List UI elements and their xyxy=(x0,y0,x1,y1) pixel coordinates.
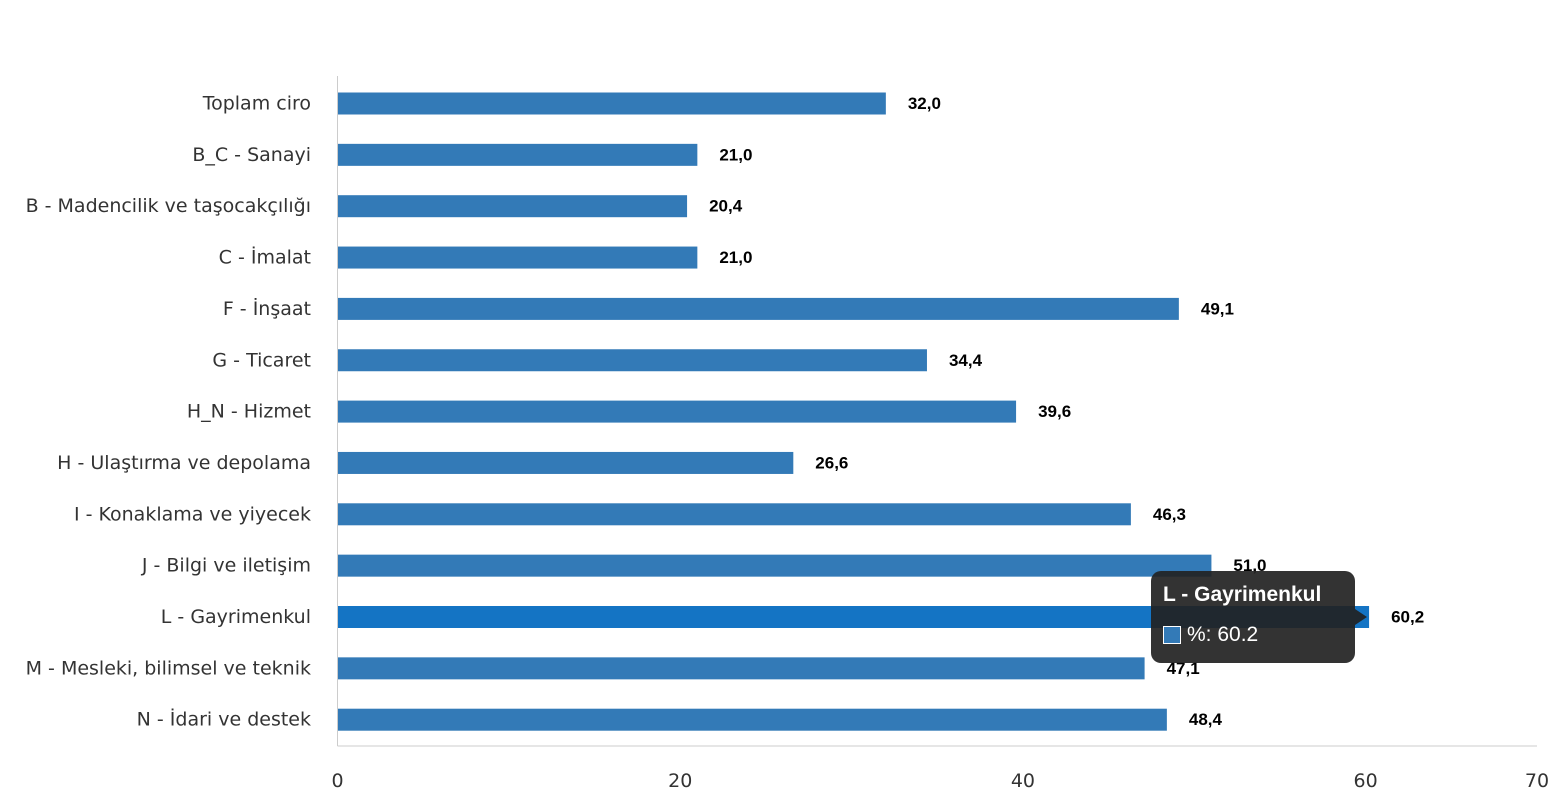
data-label: 32,0 xyxy=(908,94,941,113)
category-label: I - Konaklama ve yiyecek xyxy=(74,503,311,525)
bar xyxy=(337,657,1145,680)
tooltip-row: %: 60.2 xyxy=(1163,623,1343,647)
data-label: 46,3 xyxy=(1153,505,1186,524)
category-label: B - Madencilik ve taşocakçılığı xyxy=(26,195,311,217)
x-tick-label: 40 xyxy=(1011,770,1035,792)
data-label: 49,1 xyxy=(1201,299,1234,318)
x-tick-label: 0 xyxy=(331,770,343,792)
category-label: M - Mesleki, bilimsel ve teknik xyxy=(26,657,311,679)
data-label: 21,0 xyxy=(719,248,752,267)
x-tick-label: 60 xyxy=(1354,770,1378,792)
data-label: 60,2 xyxy=(1391,608,1424,627)
tooltip-title: L - Gayrimenkul xyxy=(1163,583,1322,606)
labels-layer: Toplam ciro 32,0 B_C - Sanayi 21,0 B - Maden… xyxy=(26,93,1425,731)
bar xyxy=(337,554,1212,577)
category-label: N - İdari ve destek xyxy=(137,708,311,731)
bar xyxy=(337,708,1167,731)
bar xyxy=(337,606,1370,628)
category-label: Toplam ciro xyxy=(202,93,311,115)
data-label: 48,4 xyxy=(1189,710,1223,729)
data-label: 21,0 xyxy=(719,145,752,164)
category-label: J - Bilgi ve iletişim xyxy=(141,555,311,577)
x-tick-label: 70 xyxy=(1525,770,1549,792)
data-label: 51,0 xyxy=(1233,556,1266,575)
bar xyxy=(337,451,794,474)
category-label: C - İmalat xyxy=(219,246,311,269)
x-tick-label: 20 xyxy=(668,770,692,792)
data-label: 34,4 xyxy=(949,351,983,370)
bars-layer xyxy=(337,92,1370,731)
tooltip-arrow xyxy=(1355,609,1367,625)
bar xyxy=(337,246,698,269)
data-label: 26,6 xyxy=(815,453,848,472)
tooltip-swatch xyxy=(1163,626,1181,644)
bar xyxy=(337,400,1017,423)
bar xyxy=(337,503,1131,526)
category-label: L - Gayrimenkul xyxy=(161,606,311,628)
data-label: 39,6 xyxy=(1038,402,1071,421)
x-axis: 0 20 40 60 70 xyxy=(331,76,1549,792)
category-label: H_N - Hizmet xyxy=(187,401,311,423)
bar xyxy=(337,297,1179,320)
category-label: F - İnşaat xyxy=(223,297,311,320)
category-label: H - Ulaştırma ve depolama xyxy=(57,452,311,474)
data-label: 47,1 xyxy=(1167,659,1200,678)
bar xyxy=(337,143,698,166)
bar xyxy=(337,195,688,218)
category-label: G - Ticaret xyxy=(212,349,311,371)
tooltip: L - Gayrimenkul %: 60.2 xyxy=(1151,571,1367,663)
category-label: B_C - Sanayi xyxy=(192,144,311,166)
tooltip-value: %: 60.2 xyxy=(1187,623,1259,646)
data-label: 20,4 xyxy=(709,197,743,216)
bar xyxy=(337,349,927,372)
bar xyxy=(337,92,886,115)
